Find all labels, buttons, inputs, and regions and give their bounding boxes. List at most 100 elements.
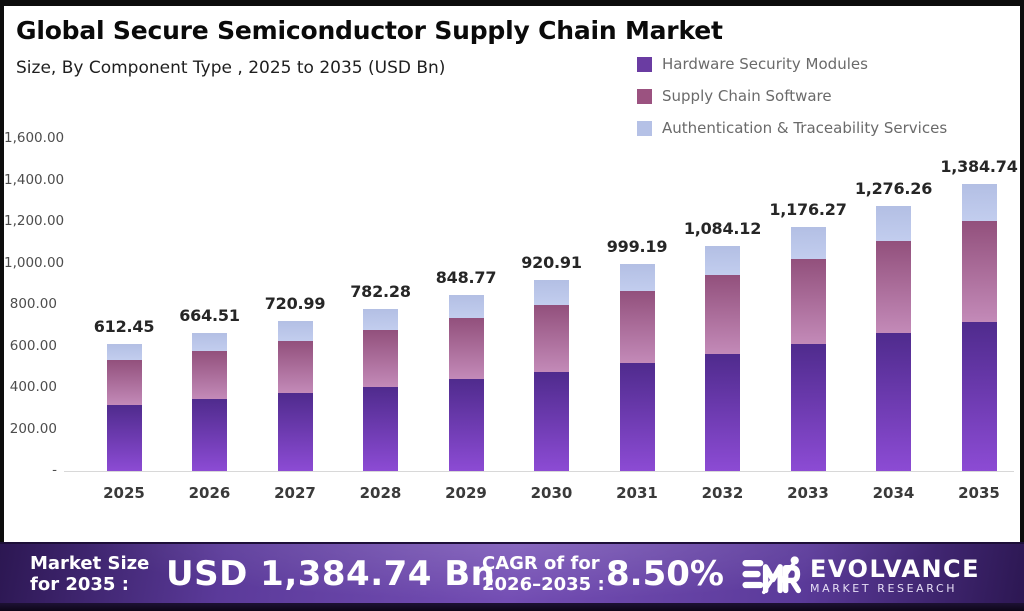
bar-segment-hardware-security-modules	[448, 379, 484, 471]
bar-segment-authentication-traceability-services	[363, 308, 398, 330]
bar-stack-2033	[790, 226, 826, 471]
y-axis-tick-label: -	[52, 462, 57, 478]
cagr-value: 8.50%	[606, 554, 724, 594]
market-size-label-line1: Market Size	[30, 553, 150, 574]
x-axis-year-label: 2030	[530, 484, 573, 502]
bar-segment-authentication-traceability-services	[277, 321, 313, 341]
legend: Hardware Security Modules Supply Chain S…	[637, 54, 947, 150]
bar-segment-supply-chain-software	[534, 304, 569, 372]
bar-segment-hardware-security-modules	[192, 399, 227, 471]
bar-stack-2032	[705, 246, 740, 471]
bar-segment-authentication-traceability-services	[790, 226, 826, 259]
bar-segment-hardware-security-modules	[961, 321, 997, 471]
x-axis-year-label: 2029	[445, 484, 487, 502]
bar-segment-hardware-security-modules	[705, 353, 740, 471]
bar-total-label: 782.28	[350, 281, 411, 301]
legend-item-label: Authentication & Traceability Services	[662, 119, 948, 137]
emr-monogram-icon	[742, 556, 802, 595]
bar-total-label: 1,384.74	[940, 156, 1018, 176]
bar-total-label: 848.77	[435, 267, 497, 287]
bar-segment-supply-chain-software	[790, 258, 826, 345]
bar-total-label: 664.51	[179, 306, 240, 326]
bar-stack-2031	[619, 263, 655, 471]
legend-item: Hardware Security Modules	[637, 54, 947, 74]
y-axis-tick-label: 600.00	[9, 337, 57, 354]
brand-name: EVOLVANCE	[810, 554, 981, 583]
market-size-value: USD 1,384.74 Bn	[166, 554, 496, 594]
x-axis-baseline	[64, 471, 1014, 472]
bar-segment-hardware-security-modules	[876, 333, 911, 471]
legend-swatch-authentication-traceability-services	[637, 120, 652, 136]
legend-item-label: Supply Chain Software	[662, 87, 832, 105]
chart-subtitle: Size, By Component Type , 2025 to 2035 (…	[16, 58, 446, 78]
bar-stack-2026	[192, 333, 227, 471]
bar-segment-supply-chain-software	[619, 290, 655, 364]
bar-stack-2029	[448, 294, 484, 471]
bar-segment-supply-chain-software	[705, 275, 740, 354]
bar-segment-authentication-traceability-services	[534, 279, 569, 305]
market-size-label: Market Size for 2035 :	[30, 553, 149, 595]
legend-item: Supply Chain Software	[637, 86, 947, 106]
bar-segment-supply-chain-software	[106, 360, 142, 405]
bar-segment-hardware-security-modules	[106, 404, 142, 471]
bar-segment-hardware-security-modules	[277, 393, 313, 471]
x-axis-year-label: 2032	[701, 484, 744, 502]
bar-stack-2035	[961, 183, 997, 471]
bar-stack-2034	[876, 206, 911, 471]
left-border	[0, 0, 4, 542]
bar-segment-authentication-traceability-services	[876, 206, 911, 241]
bar-segment-hardware-security-modules	[363, 386, 398, 471]
x-axis-year-label: 2035	[958, 484, 1000, 502]
x-axis-year-label: 2031	[616, 484, 658, 502]
brand-tagline: MARKET RESEARCH	[810, 581, 958, 595]
bar-segment-supply-chain-software	[961, 221, 997, 322]
chart-plot-area: 1,600.00 1,400.00 1,200.00 1,000.00 800.00 60…	[4, 130, 1018, 502]
bar-segment-hardware-security-modules	[619, 363, 655, 471]
bar-segment-hardware-security-modules	[790, 344, 826, 471]
bar-stack-2028	[363, 308, 398, 471]
top-border	[0, 0, 1024, 6]
market-size-label-line2: for 2035 :	[30, 574, 129, 595]
bar-segment-authentication-traceability-services	[448, 294, 484, 318]
y-axis-tick-label: 1,400.00	[4, 171, 65, 188]
cagr-label-line1: CAGR of for	[482, 553, 600, 574]
x-axis-year-label: 2027	[274, 484, 316, 502]
x-axis-year-label: 2034	[872, 484, 915, 502]
bar-segment-authentication-traceability-services	[106, 343, 142, 361]
bar-segment-supply-chain-software	[876, 240, 911, 334]
bar-segment-authentication-traceability-services	[961, 183, 997, 221]
legend-item: Authentication & Traceability Services	[637, 118, 947, 138]
x-axis-year-label: 2025	[103, 484, 145, 502]
bar-stack-2030	[534, 279, 569, 471]
footer-banner: Market Size for 2035 : USD 1,384.74 Bn C…	[0, 542, 1024, 611]
brand-text: EVOLVANCE MARKET RESEARCH	[810, 556, 980, 595]
right-border	[1020, 0, 1024, 542]
y-axis-tick-label: 1,600.00	[4, 130, 65, 146]
bar-segment-authentication-traceability-services	[705, 246, 740, 276]
banner-bottom-strip	[0, 603, 1024, 611]
x-axis-year-label: 2033	[787, 484, 829, 502]
chart-title: Global Secure Semiconductor Supply Chain…	[16, 16, 723, 45]
bar-total-label: 920.91	[521, 252, 582, 272]
bar-segment-authentication-traceability-services	[619, 263, 655, 291]
bar-total-label: 1,276.26	[854, 179, 933, 199]
brand-logo: EVOLVANCE MARKET RESEARCH	[742, 552, 980, 598]
bar-total-label: 999.19	[606, 236, 668, 256]
y-axis-tick-label: 200.00	[9, 420, 57, 437]
legend-swatch-supply-chain-software	[637, 88, 652, 104]
x-axis-year-label: 2026	[188, 484, 231, 502]
bar-segment-hardware-security-modules	[534, 371, 569, 471]
legend-swatch-hardware-security-modules	[637, 56, 652, 72]
bar-total-label: 1,084.12	[683, 219, 762, 239]
y-axis-tick-label: 400.00	[9, 379, 57, 395]
legend-item-label: Hardware Security Modules	[662, 55, 868, 73]
bar-stack-2027	[277, 321, 313, 471]
bar-segment-supply-chain-software	[448, 317, 484, 380]
bar-segment-supply-chain-software	[277, 340, 313, 394]
bar-total-label: 720.99	[264, 294, 326, 314]
bar-total-label: 1,176.27	[769, 199, 847, 219]
y-axis-tick-label: 1,200.00	[4, 213, 65, 229]
bar-segment-supply-chain-software	[363, 329, 398, 387]
bar-segment-authentication-traceability-services	[192, 333, 227, 352]
